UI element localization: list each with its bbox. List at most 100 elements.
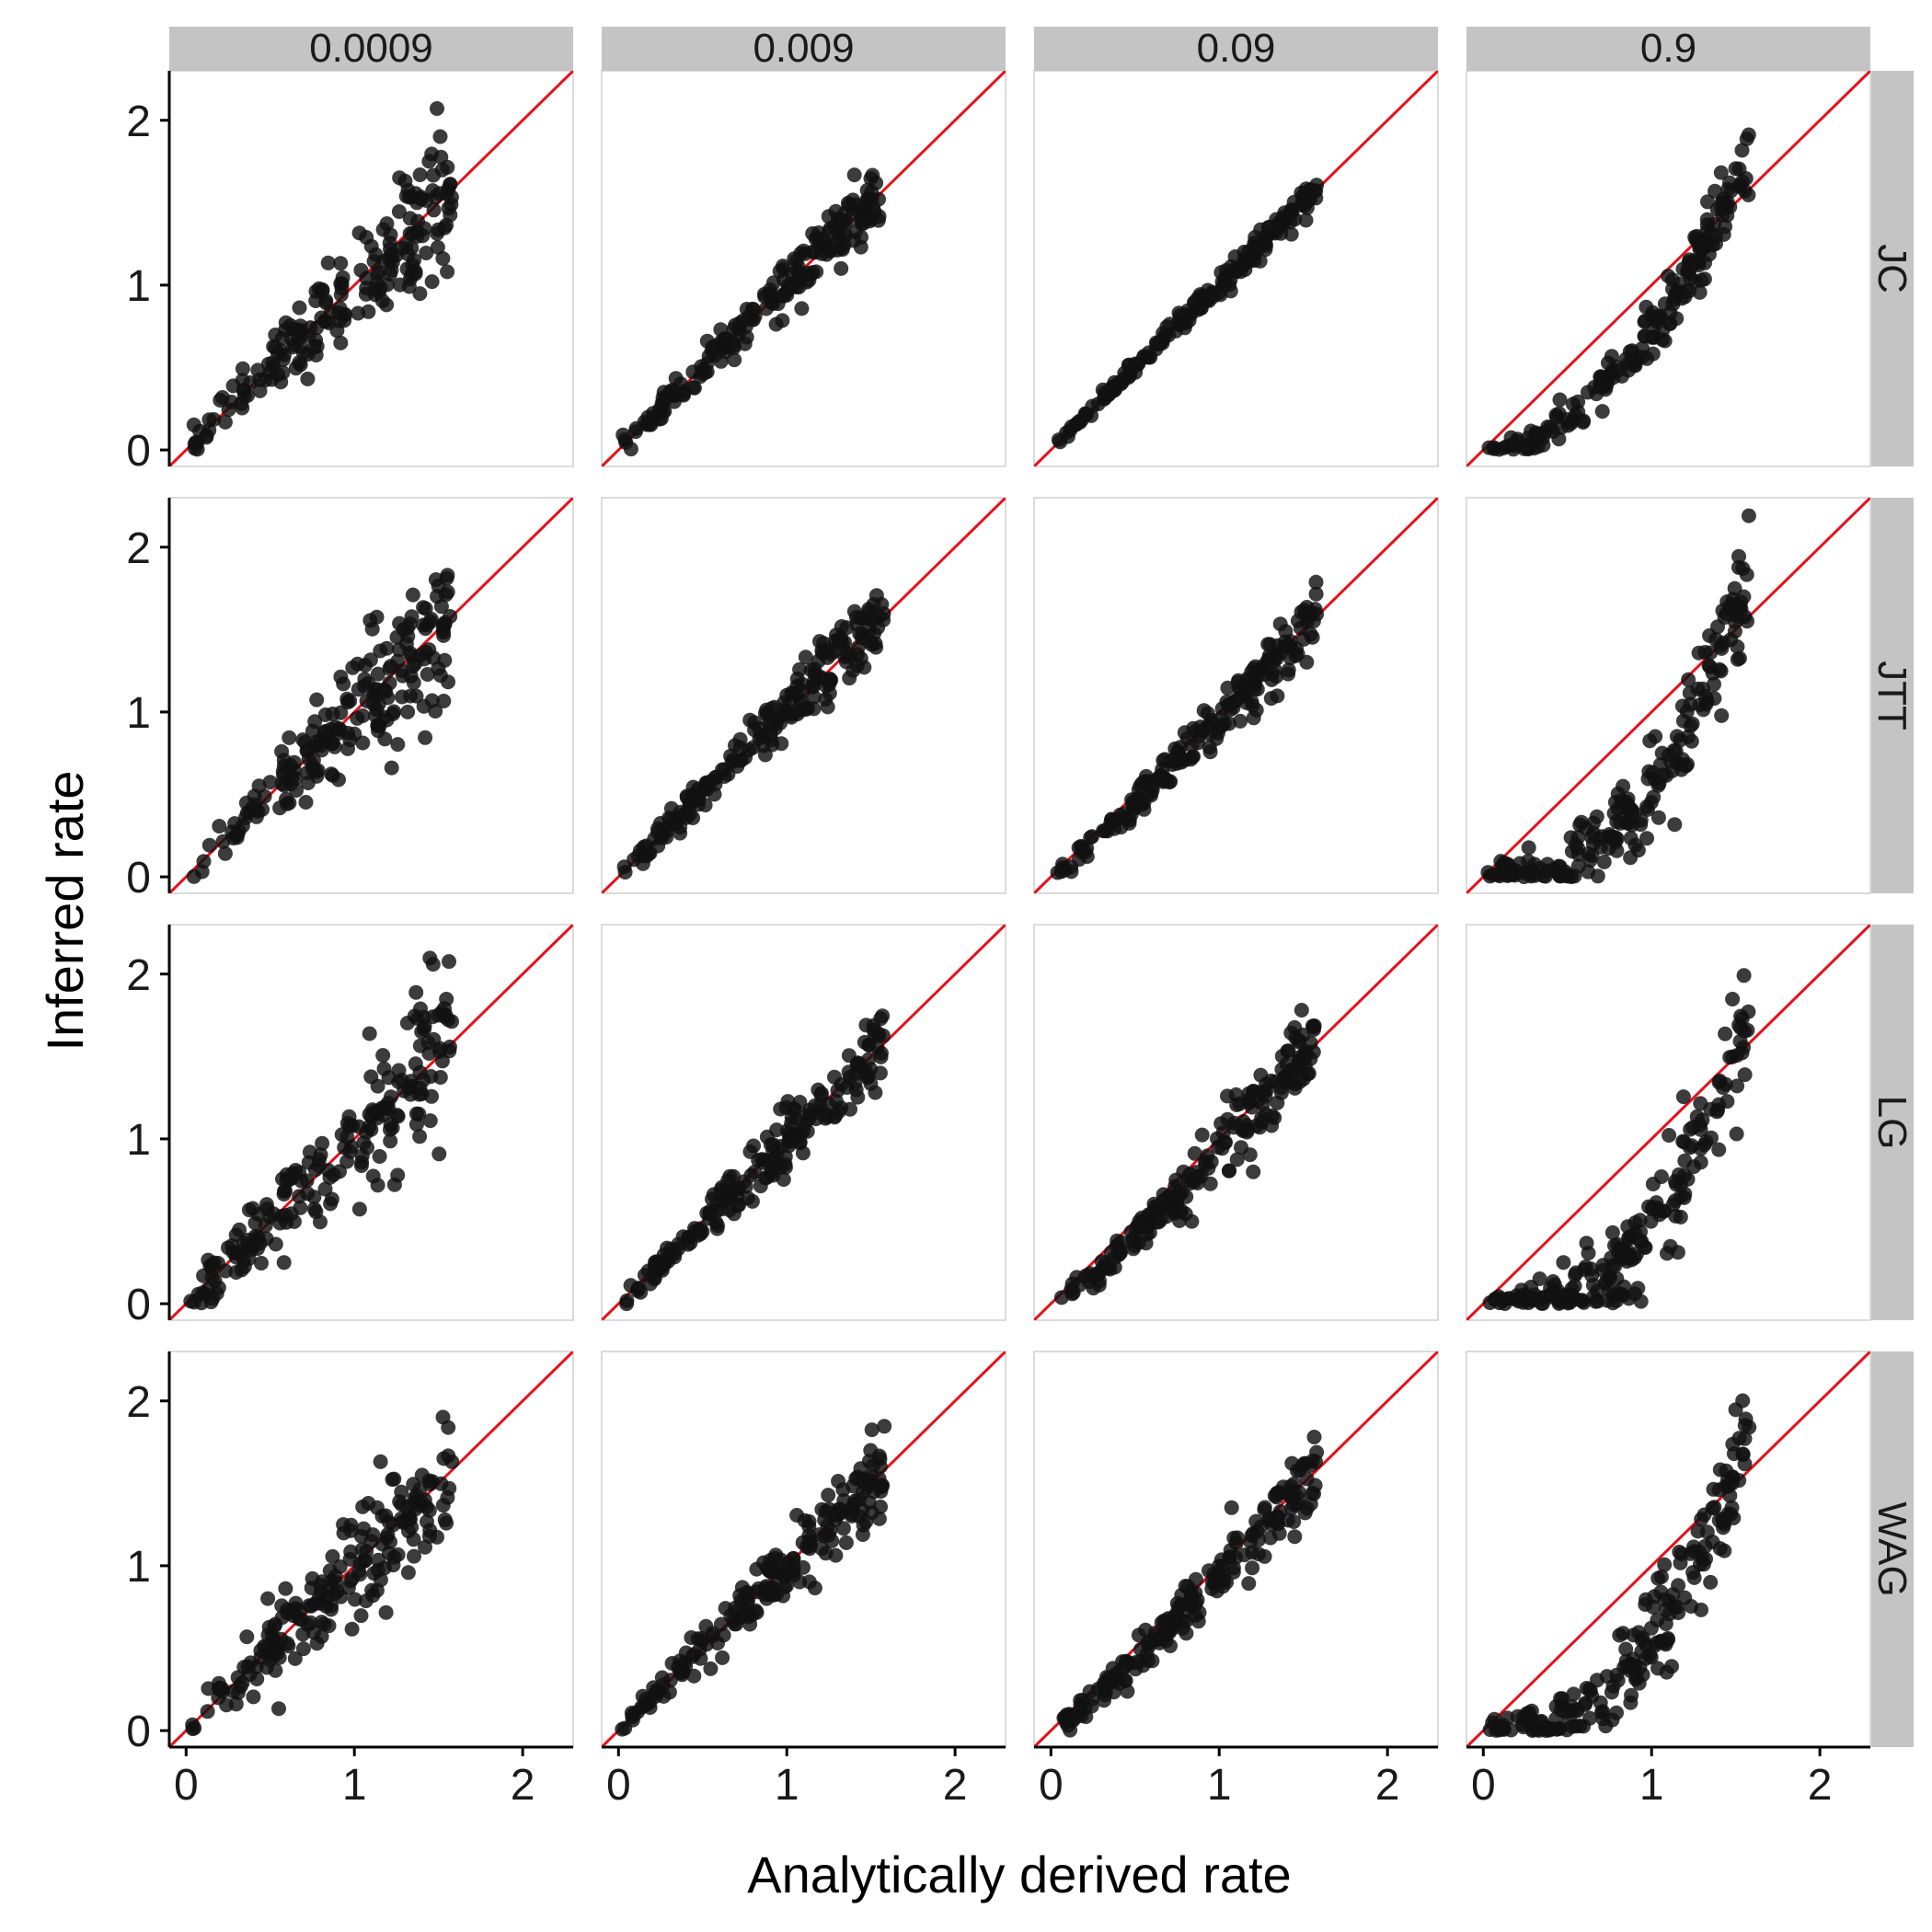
data-point	[317, 707, 333, 722]
data-point	[1157, 752, 1173, 767]
data-point	[1267, 1488, 1282, 1503]
data-point	[1205, 289, 1221, 305]
data-point	[1518, 1288, 1534, 1304]
data-point	[686, 1647, 702, 1662]
data-point	[1069, 1270, 1085, 1285]
data-point	[1241, 1086, 1257, 1101]
data-point	[334, 276, 350, 292]
data-point	[1187, 1145, 1202, 1161]
x-tick-label: 1	[1639, 1761, 1664, 1810]
data-point	[430, 239, 445, 255]
data-point	[1214, 718, 1230, 733]
data-point	[1245, 1545, 1260, 1560]
panel-plot-area	[1466, 498, 1870, 893]
strip-background	[1871, 925, 1914, 1320]
data-point	[232, 1222, 247, 1237]
data-point	[1612, 1627, 1627, 1643]
data-point	[444, 1454, 460, 1469]
data-point	[288, 771, 304, 786]
data-point	[369, 609, 385, 625]
data-point	[1657, 1557, 1673, 1572]
data-point	[648, 1259, 663, 1274]
data-point	[1282, 634, 1298, 650]
panel-wag-0.0009	[168, 1351, 574, 1748]
data-point	[307, 714, 323, 730]
data-point	[848, 1471, 864, 1487]
data-point	[1257, 1548, 1272, 1564]
data-point	[437, 615, 453, 630]
data-point	[871, 1028, 887, 1043]
data-point	[839, 645, 855, 661]
data-point	[814, 246, 830, 261]
data-point	[1138, 1622, 1154, 1638]
data-point	[441, 674, 455, 690]
data-point	[1648, 729, 1663, 744]
data-point	[1736, 968, 1752, 983]
data-point	[309, 692, 325, 707]
data-point	[1637, 328, 1652, 344]
data-point	[834, 1076, 849, 1092]
data-point	[239, 1238, 255, 1254]
data-point	[724, 754, 740, 770]
data-point	[325, 1548, 340, 1564]
data-point	[1287, 212, 1303, 227]
data-point	[1596, 854, 1612, 869]
column-strip-label: 0.9	[1640, 26, 1696, 71]
column-strip-label: 0.09	[1197, 26, 1276, 71]
panel-wag-0.9	[1466, 1351, 1871, 1748]
panel-lg-0.09	[1033, 924, 1439, 1321]
data-point	[400, 704, 416, 719]
data-point	[274, 776, 290, 791]
data-point	[421, 1046, 437, 1061]
data-point	[402, 211, 418, 226]
data-point	[1705, 1535, 1720, 1549]
data-point	[1261, 219, 1277, 235]
data-point	[1696, 702, 1711, 718]
data-point	[1273, 1080, 1289, 1096]
data-point	[1697, 645, 1713, 660]
panels-layer	[168, 70, 1871, 1748]
data-point	[1675, 713, 1691, 729]
data-point	[1618, 351, 1634, 367]
data-point	[246, 1689, 261, 1705]
data-point	[1570, 404, 1586, 420]
data-point	[368, 247, 384, 262]
data-point	[877, 1419, 892, 1434]
row-strip-label: JTT	[1869, 661, 1915, 730]
data-point	[295, 1627, 311, 1642]
data-point	[763, 286, 777, 302]
data-point	[625, 1709, 640, 1725]
data-point	[333, 287, 349, 303]
data-point	[847, 1075, 863, 1091]
data-point	[780, 1555, 796, 1570]
data-point	[431, 1146, 447, 1162]
data-point	[417, 1021, 431, 1037]
data-point	[1175, 1620, 1190, 1636]
data-point	[1521, 441, 1536, 456]
data-point	[675, 386, 691, 402]
panel-plot-area	[1034, 71, 1438, 466]
data-point	[1739, 132, 1754, 146]
data-point	[325, 735, 340, 751]
data-point	[373, 1572, 388, 1588]
data-point	[1244, 664, 1259, 680]
panel-plot-area	[1034, 498, 1438, 893]
data-point	[375, 222, 391, 237]
data-point	[200, 1704, 215, 1719]
data-point	[1542, 1722, 1558, 1738]
data-point	[1590, 1294, 1605, 1309]
data-point	[241, 1202, 257, 1218]
row-strip-lg: LG	[1869, 925, 1915, 1320]
data-point	[261, 1619, 277, 1635]
data-point	[424, 274, 440, 290]
data-point	[1685, 1120, 1701, 1135]
data-point	[1226, 1530, 1242, 1546]
data-point	[1719, 1094, 1735, 1110]
data-point	[875, 1008, 891, 1024]
data-point	[861, 1052, 877, 1067]
data-point	[682, 797, 697, 812]
data-point	[266, 359, 282, 374]
data-point	[1695, 681, 1710, 696]
data-point	[617, 865, 633, 880]
data-point	[1106, 1685, 1121, 1700]
